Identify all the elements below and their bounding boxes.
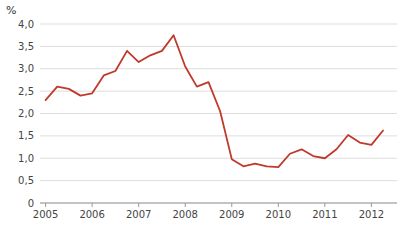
- y-tick-label: 3,5: [18, 41, 34, 52]
- x-tick: [92, 203, 93, 207]
- grid-line: [40, 46, 397, 47]
- x-tick-label: 2012: [359, 209, 384, 220]
- plot-area: [46, 35, 383, 167]
- x-tick: [231, 203, 232, 207]
- x-tick: [138, 203, 139, 207]
- y-grid: [40, 24, 397, 203]
- grid-line: [40, 158, 397, 159]
- x-tick-label: 2005: [33, 209, 58, 220]
- y-tick-label: 1,5: [18, 130, 34, 141]
- x-tick-label: 2011: [312, 209, 337, 220]
- x-tick: [278, 203, 279, 207]
- line: [46, 35, 383, 167]
- x-tick-label: 2006: [79, 209, 104, 220]
- grid-line: [40, 24, 397, 25]
- grid-line: [40, 180, 397, 181]
- x-tick-label: 2010: [266, 209, 291, 220]
- x-tick: [45, 203, 46, 207]
- grid-line: [40, 135, 397, 136]
- x-tick-label: 2007: [126, 209, 151, 220]
- x-tick-label: 2009: [219, 209, 244, 220]
- chart: 0 0,5 1,0 1,5 2,0 2,5 3,0 3,5 4,0 2005 2006 2007 200…: [0, 0, 409, 227]
- y-tick-label: 0: [28, 198, 34, 209]
- y-tick-label: 0,5: [18, 175, 34, 186]
- x-tick: [324, 203, 325, 207]
- y-tick-label: 4,0: [18, 19, 34, 30]
- y-tick-label: 2,5: [18, 86, 34, 97]
- x-axis-line: [40, 203, 397, 204]
- y-tick-label: 3,0: [18, 63, 34, 74]
- x-tick: [371, 203, 372, 207]
- x-tick: [185, 203, 186, 207]
- y-tick-label: 2,0: [18, 108, 34, 119]
- y-axis-label: %: [6, 4, 16, 17]
- x-tick-label: 2008: [172, 209, 197, 220]
- grid-line: [40, 68, 397, 69]
- grid-line: [40, 113, 397, 114]
- grid-line: [40, 203, 397, 204]
- y-tick-label: 1,0: [18, 153, 34, 164]
